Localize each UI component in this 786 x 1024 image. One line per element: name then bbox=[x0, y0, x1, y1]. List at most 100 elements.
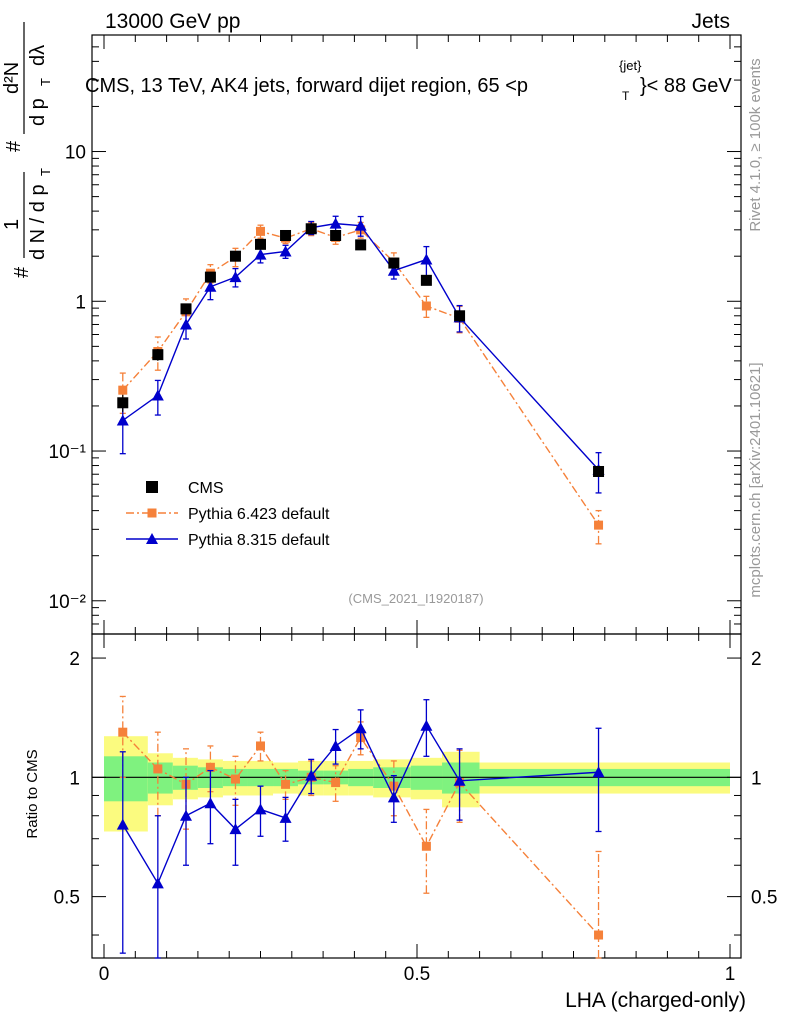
pythia6-ratio-point bbox=[230, 774, 240, 784]
pythia8-ratio-point bbox=[204, 797, 217, 809]
title-sup: {jet} bbox=[619, 58, 642, 73]
ratio-y-tick-label-right: 0.5 bbox=[751, 888, 777, 909]
cms-point bbox=[280, 229, 292, 241]
cms-point bbox=[355, 239, 367, 251]
pythia6-ratio-point bbox=[421, 841, 431, 851]
x-tick-label: 1 bbox=[725, 964, 736, 985]
pythia6-point bbox=[118, 385, 128, 395]
pythia8-point bbox=[420, 253, 433, 265]
cms-point bbox=[255, 238, 266, 250]
pythia8-line bbox=[122, 222, 600, 471]
cms-point bbox=[204, 271, 216, 283]
main-y-tick-label: 10⁻¹ bbox=[49, 442, 87, 463]
cms-series bbox=[117, 223, 605, 477]
ratio-y-ticks: 0.5 0.5 1 1 2 2 bbox=[54, 649, 777, 936]
ratio-y-tick-label: 2 bbox=[69, 649, 80, 670]
analysis-id: (CMS_2021_I1920187) bbox=[348, 591, 483, 606]
ylabel-denom: d N / d p bbox=[27, 184, 49, 260]
pythia6-ratio-point bbox=[205, 762, 215, 772]
pythia8-ratio-point bbox=[279, 811, 292, 823]
ylabel-denom2: d p bbox=[27, 98, 49, 126]
pythia8-ratio-point bbox=[329, 739, 342, 751]
main-title: CMS, 13 TeV, AK4 jets, forward dijet reg… bbox=[85, 58, 732, 103]
pythia8-ratio-point bbox=[420, 719, 433, 731]
pythia6-point bbox=[421, 301, 431, 311]
pythia6-ratio-point bbox=[256, 741, 265, 751]
ylabel-num2: d²N bbox=[1, 62, 23, 94]
pythia8-point bbox=[229, 271, 242, 283]
legend-marker-pythia6 bbox=[147, 508, 157, 518]
pythia8-ratio-line bbox=[122, 724, 599, 885]
pythia8-point bbox=[204, 280, 217, 292]
cms-point bbox=[180, 303, 192, 315]
pythia8-ratio-point bbox=[254, 803, 267, 815]
pythia8-ratio-point bbox=[592, 766, 605, 778]
legend-label: CMS bbox=[188, 480, 224, 497]
ratio-y-tick-label-right: 1 bbox=[751, 768, 762, 789]
ratio-ylabel: Ratio to CMS bbox=[24, 749, 41, 838]
x-axis-title: LHA (charged-only) bbox=[565, 989, 746, 1012]
ylabel-one: 1 bbox=[1, 219, 23, 230]
pythia8-point bbox=[329, 217, 342, 229]
pythia6-ratio-point bbox=[153, 764, 163, 774]
x-tick-label: 0 bbox=[99, 964, 110, 985]
main-y-tick-label: 1 bbox=[75, 292, 86, 313]
pythia8-ratio-point bbox=[116, 818, 129, 830]
pythia8-ratio-point bbox=[354, 722, 367, 734]
cms-point bbox=[117, 397, 129, 409]
x-tick-label: 0.5 bbox=[404, 964, 430, 985]
pythia8-ratio-point bbox=[387, 791, 400, 803]
header-right: Jets bbox=[691, 10, 730, 33]
cms-point bbox=[388, 257, 400, 269]
ylabel-denom-sub: T bbox=[38, 168, 53, 176]
legend-marker-pythia8 bbox=[146, 533, 158, 544]
ylabel-dlambda: dλ bbox=[27, 45, 49, 66]
mcplots-label: mcplots.cern.ch [arXiv:2401.10621] bbox=[747, 362, 764, 597]
ylabel-hash: # bbox=[11, 266, 33, 278]
pythia8-point bbox=[116, 414, 129, 426]
cms-point bbox=[454, 310, 466, 322]
cms-point bbox=[305, 223, 317, 235]
ylabel-hash-2: # bbox=[3, 140, 25, 152]
cms-point bbox=[152, 349, 164, 361]
legend-label: Pythia 8.315 default bbox=[188, 532, 330, 549]
pythia8-point bbox=[151, 389, 164, 401]
title-sub: T bbox=[622, 89, 630, 103]
ratio-y-tick-label: 1 bbox=[69, 768, 80, 789]
cms-point bbox=[330, 229, 342, 241]
pythia6-point bbox=[256, 226, 265, 236]
rivet-label: Rivet 4.1.0, ≥ 100k events bbox=[747, 58, 764, 231]
pythia8-point bbox=[387, 264, 400, 276]
pythia8-ratio-point bbox=[229, 823, 242, 835]
cms-point bbox=[420, 274, 432, 286]
pythia8-point bbox=[279, 245, 292, 257]
pythia8-point bbox=[254, 248, 267, 260]
header-left: 13000 GeV pp bbox=[105, 10, 240, 33]
legend: CMS Pythia 6.423 default Pythia 8.315 defa… bbox=[126, 480, 330, 549]
legend-label: Pythia 6.423 default bbox=[188, 506, 330, 523]
main-y-ticks: 10⁻² 10⁻¹ 1 10 bbox=[49, 34, 741, 635]
series-layer bbox=[116, 215, 605, 959]
legend-marker-cms bbox=[146, 481, 158, 493]
pythia8-ratio-point bbox=[305, 769, 318, 781]
ylabel-denom2-sub: T bbox=[38, 78, 53, 86]
pythia8-point bbox=[180, 318, 193, 330]
pythia6-ratio-point bbox=[281, 779, 291, 789]
ratio-y-tick-label: 0.5 bbox=[54, 888, 80, 909]
pythia8-ratio-point bbox=[180, 809, 193, 821]
pythia6-ratio-point bbox=[118, 727, 128, 737]
band-inner bbox=[104, 756, 148, 802]
pythia8-ratio-point bbox=[151, 877, 164, 889]
ratio-y-tick-label-right: 2 bbox=[751, 649, 762, 670]
pythia6-ratio-point bbox=[594, 930, 604, 940]
ratio-uncertainty-bands bbox=[104, 736, 730, 832]
pythia6-ratio-point bbox=[331, 778, 341, 788]
pythia6-point bbox=[594, 520, 604, 530]
pythia8-ratio-point bbox=[453, 774, 466, 786]
x-ticks: 0 0.5 1 bbox=[99, 35, 736, 985]
title-suffix: }< 88 GeV bbox=[640, 75, 732, 97]
cms-point bbox=[593, 465, 605, 477]
main-ylabel: # 1 d N / d p T # d²N d p T dλ bbox=[1, 22, 53, 278]
pythia8-series bbox=[116, 215, 605, 959]
